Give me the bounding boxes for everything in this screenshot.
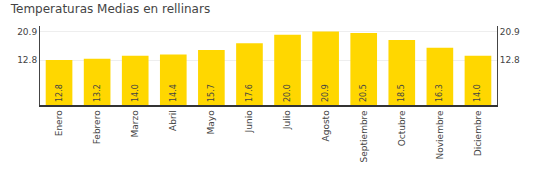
svg-text:12.8: 12.8 [500, 55, 520, 65]
svg-text:13.2: 13.2 [93, 84, 102, 102]
svg-text:20.9: 20.9 [17, 27, 37, 37]
svg-text:Marzo: Marzo [130, 110, 140, 138]
svg-text:20.0: 20.0 [283, 84, 292, 102]
svg-text:20.9: 20.9 [321, 84, 330, 102]
svg-text:Septiembre: Septiembre [359, 110, 369, 163]
svg-text:Enero: Enero [54, 110, 64, 136]
svg-text:Abril: Abril [168, 110, 178, 131]
svg-text:Diciembre: Diciembre [473, 110, 483, 156]
svg-text:Julio: Julio [282, 110, 292, 130]
svg-text:Mayo: Mayo [206, 110, 216, 135]
svg-text:14.0: 14.0 [473, 84, 482, 102]
svg-text:18.5: 18.5 [397, 84, 406, 102]
svg-text:Octubre: Octubre [397, 110, 407, 146]
svg-text:14.4: 14.4 [169, 84, 178, 102]
svg-text:14.0: 14.0 [131, 84, 140, 102]
svg-text:15.7: 15.7 [207, 84, 216, 102]
svg-text:Noviembre: Noviembre [435, 110, 445, 160]
svg-text:Agosto: Agosto [321, 110, 331, 142]
svg-text:16.3: 16.3 [435, 84, 444, 102]
svg-text:12.8: 12.8 [17, 55, 37, 65]
svg-text:12.8: 12.8 [55, 84, 64, 102]
svg-text:20.5: 20.5 [359, 84, 368, 102]
svg-text:Junio: Junio [244, 110, 254, 134]
svg-text:20.9: 20.9 [500, 27, 520, 37]
svg-text:17.6: 17.6 [245, 84, 254, 102]
svg-text:Febrero: Febrero [92, 110, 102, 144]
svg-text:Temperaturas Medias en rellina: Temperaturas Medias en rellinars [10, 2, 210, 16]
